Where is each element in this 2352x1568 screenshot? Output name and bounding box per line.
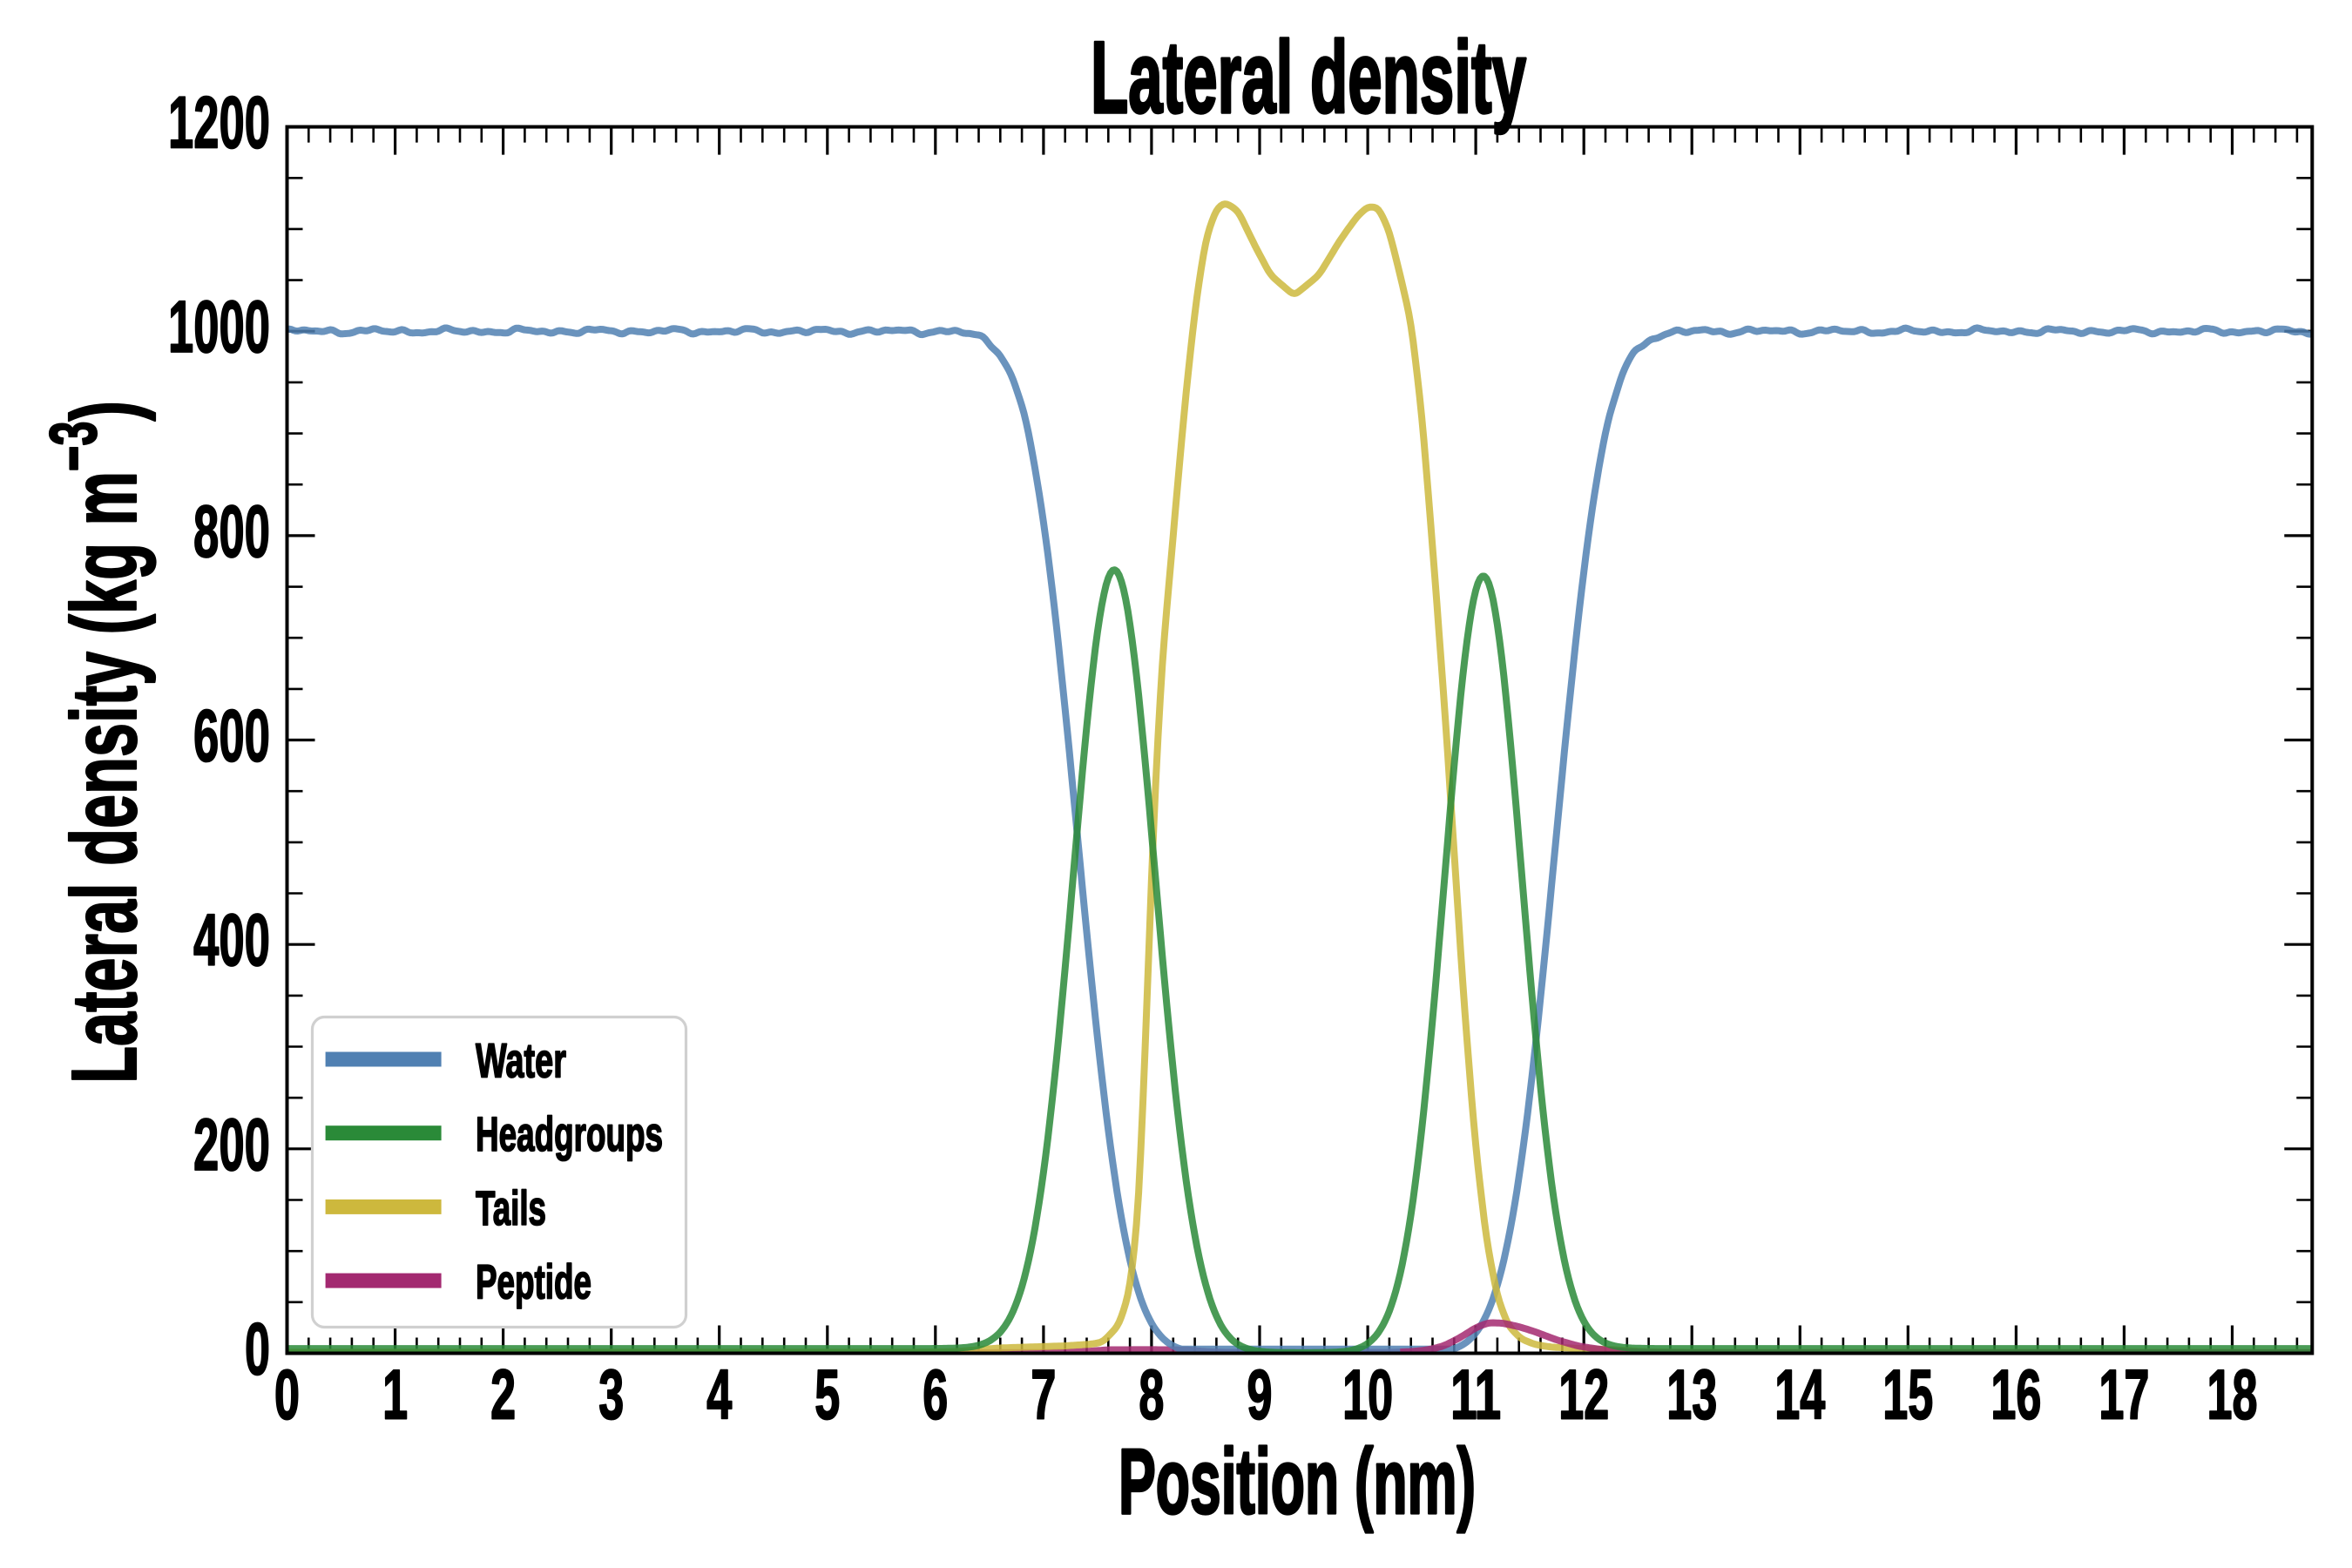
svg-text:0: 0 [245,1308,270,1390]
svg-text:3: 3 [598,1355,624,1434]
svg-text:9: 9 [1247,1355,1273,1434]
svg-text:14: 14 [1774,1355,1825,1434]
svg-text:18: 18 [2207,1355,2258,1434]
svg-text:1200: 1200 [168,82,270,164]
svg-text:2: 2 [490,1355,516,1434]
svg-text:Headgroups: Headgroups [476,1106,663,1161]
svg-text:7: 7 [1031,1355,1056,1434]
svg-text:1: 1 [382,1355,408,1434]
svg-text:400: 400 [193,899,270,981]
svg-text:0: 0 [274,1355,300,1434]
svg-text:12: 12 [1558,1355,1609,1434]
svg-text:Tails: Tails [476,1180,546,1235]
svg-text:600: 600 [193,695,270,777]
svg-text:Lateral density: Lateral density [1091,20,1526,134]
svg-text:15: 15 [1882,1355,1933,1434]
svg-text:5: 5 [814,1355,840,1434]
svg-text:4: 4 [706,1355,732,1434]
svg-text:Water: Water [476,1032,566,1087]
svg-text:800: 800 [193,490,270,572]
svg-text:16: 16 [1990,1355,2041,1434]
svg-text:200: 200 [193,1104,270,1186]
svg-text:6: 6 [923,1355,948,1434]
svg-text:11: 11 [1450,1355,1501,1434]
svg-text:13: 13 [1666,1355,1717,1434]
svg-text:8: 8 [1139,1355,1164,1434]
svg-text:17: 17 [2099,1355,2149,1434]
svg-text:1000: 1000 [168,286,270,368]
svg-text:10: 10 [1342,1355,1393,1434]
svg-text:Lateral density (kg m−3): Lateral density (kg m−3) [37,401,157,1084]
svg-text:Position (nm): Position (nm) [1119,1430,1476,1533]
svg-text:Peptide: Peptide [476,1254,591,1309]
